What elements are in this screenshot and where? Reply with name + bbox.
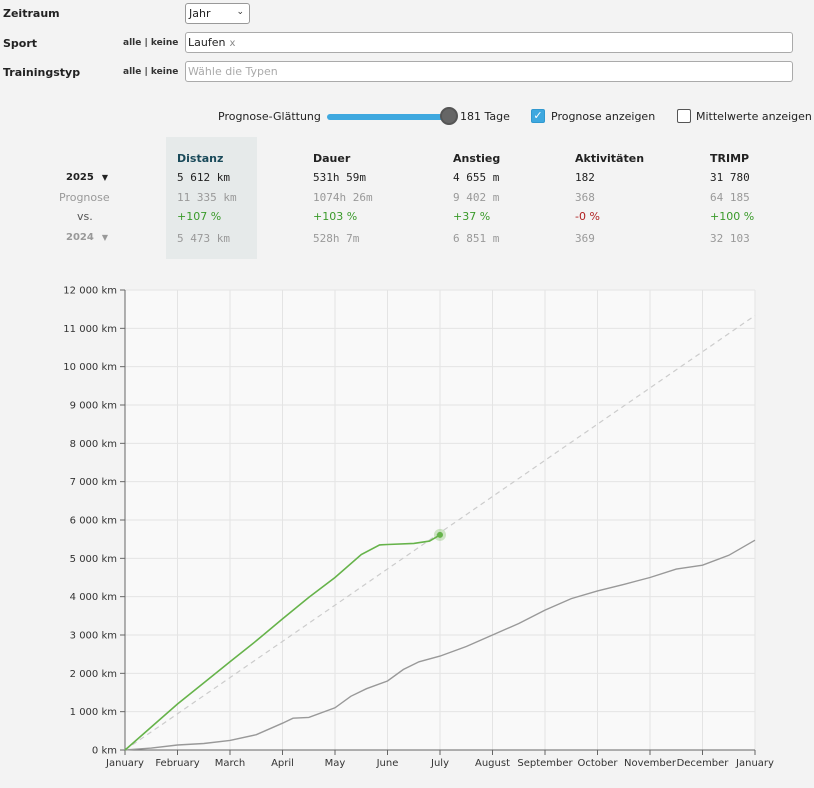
current-year: 2025 — [66, 172, 94, 183]
header-aktivitaeten[interactable]: Aktivitäten — [575, 152, 645, 165]
y-tick-label: 10 000 km — [63, 362, 117, 373]
x-tick-label: September — [517, 758, 573, 769]
header-dauer[interactable]: Dauer — [313, 152, 351, 165]
compare-year: 2024 — [66, 232, 94, 243]
filter-zeitraum: Zeitraum Jahr ⌄ — [0, 0, 814, 28]
x-tick-label: May — [325, 758, 346, 769]
sport-input[interactable]: Laufen x — [185, 32, 793, 53]
y-tick-label: 9 000 km — [70, 401, 117, 412]
smoothing-slider-handle[interactable] — [440, 107, 458, 125]
y-tick-label: 5 000 km — [70, 554, 117, 565]
x-tick-label: November — [624, 758, 677, 769]
y-tick-label: 6 000 km — [70, 516, 117, 527]
header-distanz[interactable]: Distanz — [177, 152, 224, 165]
y-tick-label: 12 000 km — [63, 286, 117, 297]
x-tick-label: February — [155, 758, 199, 769]
current-distanz: 5 612 km — [177, 171, 230, 184]
vs-aktivitaeten: -0 % — [575, 210, 600, 223]
y-tick-label: 8 000 km — [70, 439, 117, 450]
compare-trimp: 32 103 — [710, 232, 750, 245]
forecast-anstieg: 9 402 m — [453, 191, 500, 204]
compare-year-select[interactable]: 2024 ▼ — [66, 232, 108, 243]
smoothing-value: 181 Tage — [460, 110, 510, 123]
chart-svg: 0 km 1 000 km 2 000 km 3 000 km 4 000 km 5 00… — [63, 286, 774, 770]
vs-row-label: vs. — [77, 210, 93, 223]
forecast-label: Prognose anzeigen — [551, 110, 656, 123]
chevron-down-icon: ⌄ — [236, 7, 244, 17]
compare-anstieg: 6 851 m — [453, 232, 500, 245]
x-tick-label: April — [271, 758, 294, 769]
forecast-controls: Prognose-Glättung 181 Tage ✓ Prognose an… — [0, 107, 814, 127]
zeitraum-label: Zeitraum — [3, 7, 60, 20]
series-current-line — [124, 534, 441, 751]
x-tick-label: June — [376, 758, 399, 769]
stats-table: Distanz Dauer Anstieg Aktivitäten TRIMP … — [0, 137, 814, 259]
vs-anstieg: +37 % — [453, 210, 491, 223]
y-tick-label: 3 000 km — [70, 631, 117, 642]
current-aktivitaeten: 182 — [575, 171, 595, 184]
compare-distanz: 5 473 km — [177, 232, 230, 245]
forecast-dauer: 1074h 26m — [313, 191, 373, 204]
caret-down-icon: ▼ — [101, 233, 108, 242]
current-marker-point — [437, 531, 443, 538]
y-tick-label: 2 000 km — [70, 669, 117, 680]
current-trimp: 31 780 — [710, 171, 750, 184]
sport-tag: Laufen — [188, 36, 226, 49]
smoothing-slider-track[interactable] — [327, 114, 447, 120]
header-anstieg[interactable]: Anstieg — [453, 152, 501, 165]
trainingstyp-label: Trainingstyp — [3, 66, 81, 79]
x-tick-label: August — [475, 758, 510, 769]
sport-all-none-link[interactable]: alle | keine — [123, 38, 179, 48]
x-tick-label: January — [105, 758, 144, 769]
smoothing-label: Prognose-Glättung — [218, 110, 321, 123]
y-tick-label: 0 km — [92, 746, 117, 757]
x-tick-label: July — [430, 758, 449, 769]
y-tick-label: 1 000 km — [70, 707, 117, 718]
current-year-select[interactable]: 2025 ▼ — [66, 172, 108, 183]
x-tick-label: March — [215, 758, 245, 769]
trainingstyp-input[interactable]: Wähle die Typen — [185, 61, 793, 82]
header-trimp[interactable]: TRIMP — [710, 152, 750, 165]
vs-dauer: +103 % — [313, 210, 358, 223]
caret-down-icon: ▼ — [101, 173, 108, 182]
forecast-trimp: 64 185 — [710, 191, 750, 204]
vs-distanz: +107 % — [177, 210, 222, 223]
vs-trimp: +100 % — [710, 210, 755, 223]
forecast-aktivitaeten: 368 — [575, 191, 595, 204]
forecast-distanz: 11 335 km — [177, 191, 237, 204]
y-tick-label: 11 000 km — [63, 324, 117, 335]
selected-column-highlight — [166, 137, 257, 259]
sport-label: Sport — [3, 37, 38, 50]
zeitraum-select[interactable]: Jahr ⌄ — [185, 3, 250, 24]
distance-chart: 0 km 1 000 km 2 000 km 3 000 km 4 000 km 5 00… — [0, 280, 814, 788]
current-anstieg: 4 655 m — [453, 171, 500, 184]
compare-dauer: 528h 7m — [313, 232, 360, 245]
forecast-checkbox[interactable]: ✓ — [531, 109, 545, 123]
filter-trainingstyp: Trainingstyp alle | keine Wähle die Type… — [0, 60, 814, 84]
x-tick-label: January — [735, 758, 774, 769]
filter-sport: Sport alle | keine Laufen x — [0, 31, 814, 55]
y-tick-label: 4 000 km — [70, 592, 117, 603]
trainingstyp-placeholder: Wähle die Typen — [188, 65, 278, 78]
remove-tag-icon[interactable]: x — [229, 38, 236, 49]
trainingstyp-all-none-link[interactable]: alle | keine — [123, 67, 179, 77]
x-tick-label: December — [677, 758, 730, 769]
zeitraum-value: Jahr — [189, 7, 211, 20]
x-tick-label: October — [577, 758, 618, 769]
averages-checkbox[interactable] — [677, 109, 691, 123]
averages-label: Mittelwerte anzeigen — [696, 110, 812, 123]
series-compare-line — [124, 539, 756, 751]
forecast-row-label: Prognose — [59, 191, 110, 204]
current-dauer: 531h 59m — [313, 171, 366, 184]
y-tick-label: 7 000 km — [70, 477, 117, 488]
compare-aktivitaeten: 369 — [575, 232, 595, 245]
